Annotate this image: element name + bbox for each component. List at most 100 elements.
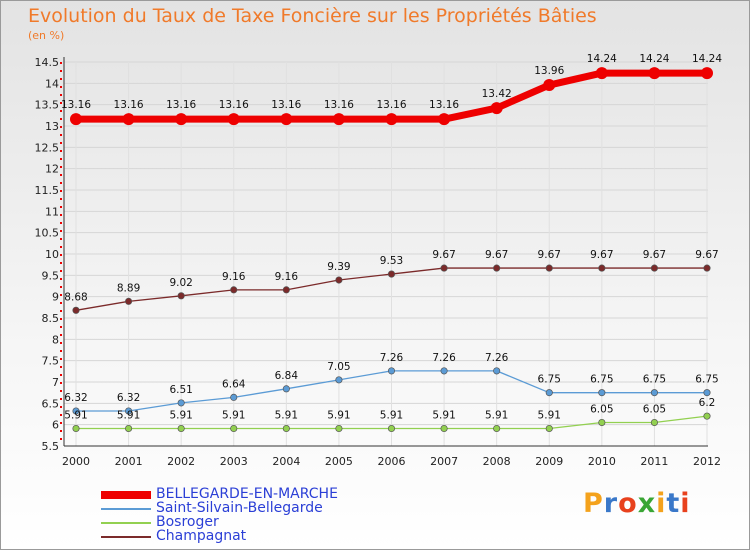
data-point	[440, 264, 448, 272]
data-label: 9.53	[380, 255, 403, 267]
data-label: 14.24	[692, 53, 722, 65]
data-label: 9.67	[538, 249, 561, 261]
legend-label: BELLEGARDE-EN-MARCHE	[156, 486, 338, 502]
data-point	[332, 113, 345, 126]
legend-label: Saint-Silvain-Bellegarde	[156, 500, 323, 516]
data-label: 13.16	[61, 99, 91, 111]
data-label: 5.91	[169, 410, 192, 422]
legend-swatch	[101, 536, 151, 538]
data-point	[72, 407, 80, 415]
y-tick-label: 12.5	[35, 141, 60, 154]
data-point	[227, 113, 240, 126]
data-point	[493, 424, 501, 433]
data-label: 9.67	[485, 249, 508, 261]
data-point	[72, 424, 80, 433]
data-point	[598, 418, 606, 427]
data-point	[335, 424, 343, 433]
data-label: 6.51	[169, 384, 192, 396]
proxiti-logo: Proxiti	[583, 488, 691, 519]
data-label: 6.75	[590, 374, 613, 386]
y-tick-label: 9	[52, 291, 59, 304]
data-point	[703, 389, 711, 397]
x-tick-label: 2008	[483, 455, 511, 468]
data-point	[282, 385, 290, 393]
x-tick-label: 2007	[430, 455, 458, 468]
legend: BELLEGARDE-EN-MARCHE Saint-Silvain-Belle…	[101, 486, 401, 544]
data-point	[701, 67, 713, 80]
y-tick-label: 12	[45, 163, 59, 176]
y-tick-label: 7	[52, 376, 59, 389]
data-label: 9.67	[643, 249, 666, 261]
data-label: 13.16	[166, 99, 196, 111]
data-point	[230, 424, 238, 433]
data-label: 13.16	[376, 99, 406, 111]
data-point	[595, 67, 608, 80]
y-tick-label: 8.5	[42, 312, 60, 325]
legend-label: Champagnat	[156, 528, 247, 544]
data-label: 13.16	[271, 99, 301, 111]
legend-item-bellegarde: BELLEGARDE-EN-MARCHE	[101, 486, 401, 502]
data-label: 7.26	[485, 352, 509, 364]
data-label: 6.75	[695, 374, 718, 386]
y-tick-label: 6.5	[42, 397, 60, 410]
logo-letter: P	[583, 488, 604, 519]
x-tick-label: 2009	[535, 455, 563, 468]
data-label: 6.32	[64, 392, 87, 404]
legend-swatch	[101, 491, 151, 499]
logo-letter: x	[637, 488, 657, 519]
data-label: 6.75	[538, 374, 561, 386]
data-point	[335, 276, 343, 284]
data-point	[177, 292, 185, 300]
x-tick-label: 2001	[115, 455, 143, 468]
y-tick-label: 10.5	[35, 227, 60, 240]
data-label: 5.91	[222, 410, 245, 422]
x-tick-label: 2003	[220, 455, 248, 468]
data-point	[648, 67, 661, 80]
y-tick-label: 7.5	[42, 355, 60, 368]
data-label: 8.68	[64, 291, 87, 303]
data-label: 7.26	[380, 352, 404, 364]
data-label: 9.02	[169, 277, 192, 289]
data-point	[545, 264, 553, 272]
data-label: 7.26	[432, 352, 456, 364]
data-label: 14.24	[639, 53, 669, 65]
data-point	[490, 102, 503, 115]
data-point	[387, 367, 396, 375]
data-point	[598, 389, 606, 397]
data-label: 9.67	[432, 249, 455, 261]
data-label: 8.89	[117, 282, 140, 294]
data-point	[125, 297, 133, 305]
data-label: 5.91	[327, 410, 350, 422]
data-label: 9.16	[222, 271, 246, 283]
data-label: 5.91	[380, 410, 403, 422]
data-label: 9.16	[275, 271, 299, 283]
x-tick-label: 2011	[640, 455, 668, 468]
data-label: 9.67	[695, 249, 718, 261]
data-label: 5.91	[275, 410, 298, 422]
data-label: 13.96	[534, 65, 564, 77]
data-label: 5.91	[432, 410, 455, 422]
data-point	[493, 264, 501, 272]
logo-letter: r	[603, 488, 619, 519]
data-label: 5.91	[64, 410, 87, 422]
x-tick-label: 2012	[693, 455, 721, 468]
y-tick-label: 14.5	[35, 56, 60, 69]
data-point	[545, 424, 553, 433]
data-point	[335, 376, 343, 384]
data-point	[493, 367, 501, 375]
data-point	[280, 113, 293, 126]
data-point	[440, 367, 448, 375]
data-label: 5.91	[485, 410, 508, 422]
data-point	[438, 113, 451, 126]
data-point	[650, 264, 658, 272]
x-tick-label: 2005	[325, 455, 353, 468]
data-label: 9.67	[590, 249, 613, 261]
data-label: 5.91	[117, 410, 140, 422]
data-point	[122, 113, 135, 126]
x-tick-label: 2006	[378, 455, 406, 468]
data-point	[598, 264, 606, 272]
data-point	[177, 424, 185, 433]
legend-label: Bosroger	[156, 514, 219, 530]
y-tick-label: 10	[45, 248, 59, 261]
data-label: 6.84	[275, 370, 299, 382]
